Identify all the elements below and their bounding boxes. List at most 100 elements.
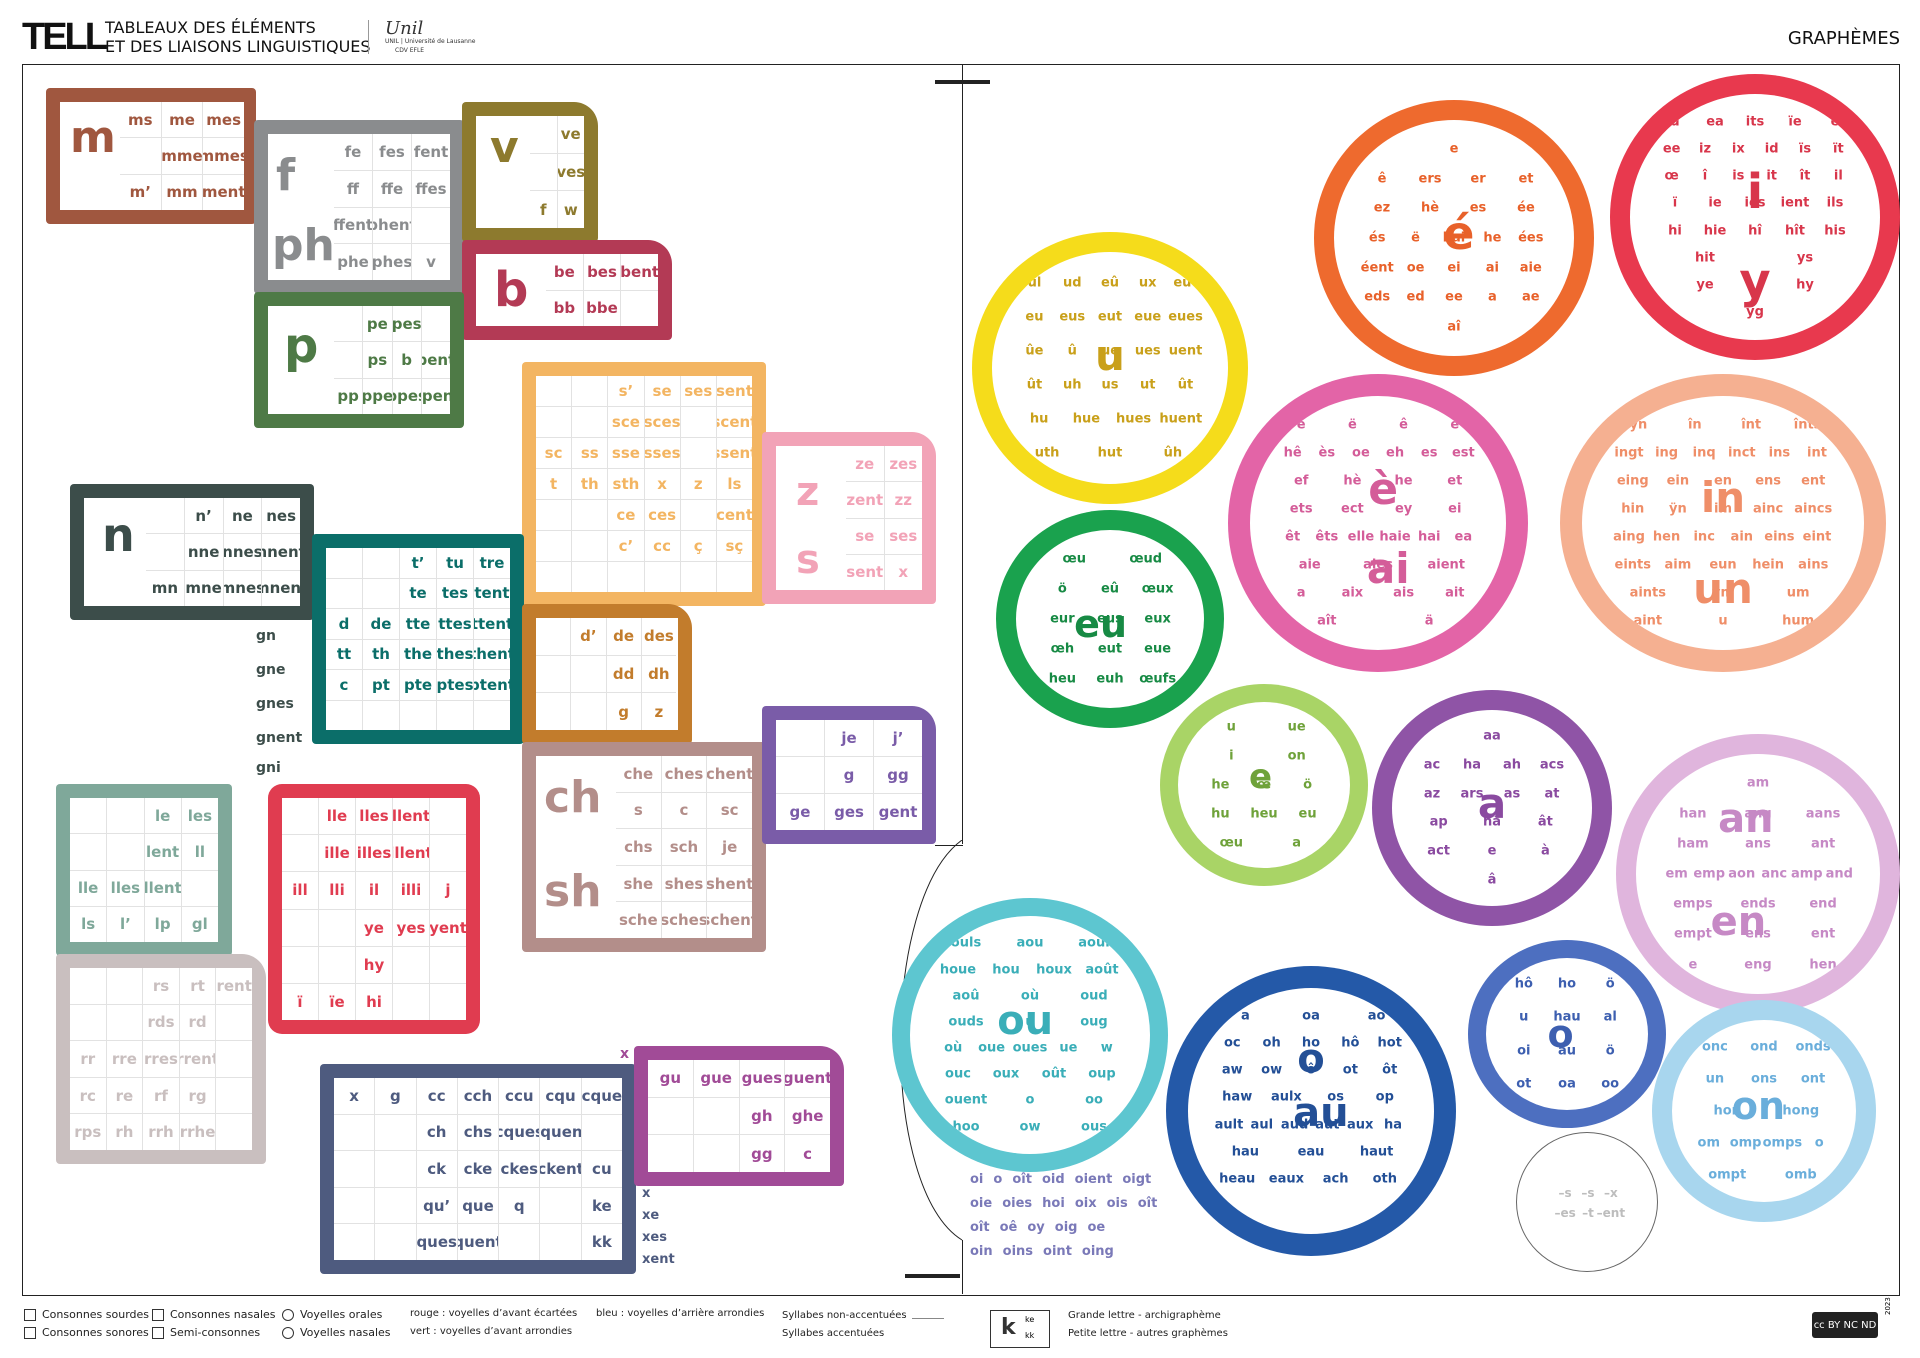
- list-item: gni: [256, 760, 281, 776]
- grapheme-cell: hong: [1782, 1103, 1820, 1119]
- square-icon: [24, 1309, 36, 1321]
- grapheme-cell: ha: [1462, 757, 1482, 773]
- gn-list: gn gne gnes gnent gni: [256, 628, 302, 776]
- grapheme-cell: rt: [179, 968, 216, 1004]
- grapheme-cell: [393, 983, 429, 1020]
- grapheme-cell: eux: [1144, 611, 1171, 627]
- grapheme-cell: ix: [1731, 141, 1745, 157]
- grapheme-cell: ens: [1755, 473, 1782, 489]
- grapheme-cell: ai: [1485, 260, 1500, 276]
- grapheme-grid: xgcccchccucqucquechchscquescquentckckeck…: [334, 1078, 622, 1260]
- card-inner: b be bes bent bb bbe: [476, 254, 658, 326]
- grapheme-cell: ous: [1081, 1119, 1107, 1135]
- archigrapheme: ph: [272, 220, 335, 271]
- list-item: oît: [1012, 1172, 1032, 1187]
- grapheme-cell: aincs: [1794, 501, 1833, 517]
- legend-label: Consonnes nasales: [170, 1308, 276, 1321]
- grapheme-cell: sce: [608, 407, 644, 437]
- grapheme-cell: ons: [1751, 1071, 1777, 1087]
- grapheme-cell: de: [363, 609, 399, 639]
- grapheme-cell: cquent: [540, 1114, 581, 1151]
- list-item: o: [993, 1172, 1003, 1187]
- grapheme-cell: thes: [437, 639, 473, 669]
- circle-inner: o hô ho ö u hau al oi au ö ot oa oo: [1486, 958, 1648, 1110]
- grapheme-cell: cke: [457, 1151, 499, 1187]
- grapheme-cell: il: [1833, 168, 1843, 184]
- grapheme-cell: om: [1697, 1135, 1721, 1151]
- grapheme-cell: ha: [1383, 1117, 1403, 1133]
- card-g: ggugueguesguentghgheggc: [634, 1046, 844, 1186]
- grapheme-cell: é: [1296, 417, 1306, 433]
- legend-non-acc: Syllabes non-accentuées: [782, 1310, 907, 1321]
- grapheme-cell: hu: [1029, 411, 1049, 427]
- grapheme-cell: ï: [1672, 195, 1678, 211]
- grapheme-cell: han: [1679, 806, 1707, 822]
- grapheme-cell: ul: [1027, 275, 1042, 291]
- grapheme-cell: œufs: [1139, 671, 1177, 687]
- grapheme-cell: ym: [1711, 585, 1735, 601]
- grapheme-cell: mes: [203, 102, 244, 138]
- grapheme-cell: que: [457, 1187, 499, 1224]
- grapheme-cell: ps: [363, 342, 392, 378]
- grapheme-cell: hen: [1652, 529, 1681, 545]
- grapheme-cell: haie: [1379, 529, 1411, 545]
- grapheme-cell: eins: [1764, 529, 1795, 545]
- grapheme-cell: sses: [644, 438, 680, 468]
- grapheme-cell: [430, 983, 466, 1020]
- list-item: xe: [642, 1208, 660, 1223]
- grapheme-cell: eut: [1097, 641, 1123, 657]
- card-p: ppepespsbpentppppeppesppent: [254, 292, 464, 428]
- grapheme-cell: nes: [262, 498, 300, 534]
- grapheme-cell: â: [1487, 872, 1497, 888]
- grapheme-cell: ue: [1059, 1040, 1078, 1056]
- grapheme-grid: ze zes zent zz se ses sent x: [846, 446, 922, 590]
- grapheme-cell: he: [1483, 230, 1502, 246]
- grapheme-cell: e: [1487, 843, 1497, 859]
- circle-in: in un yn în înt înts ingt ing inq inct ins int eing e…: [1560, 374, 1886, 672]
- grapheme-cell: j’: [874, 720, 922, 756]
- grapheme-cell: în: [1687, 417, 1702, 433]
- grapheme-cell: aoul: [1078, 935, 1110, 951]
- grapheme-cell: aut: [1315, 1117, 1340, 1133]
- grapheme-cell: hî: [1748, 223, 1762, 239]
- list-item: oix: [1074, 1196, 1097, 1211]
- grapheme-cell: és: [1368, 230, 1386, 246]
- grapheme-cell: e: [1688, 957, 1698, 972]
- grapheme-cell: [648, 1097, 693, 1135]
- grapheme-cell: rres: [143, 1041, 179, 1077]
- grapheme-cell: ille: [319, 835, 355, 872]
- grapheme-cell: aing: [1613, 529, 1645, 545]
- grapheme-cell: w: [557, 191, 584, 228]
- circle-icon: [282, 1309, 294, 1321]
- grapheme-cell: hê: [1283, 445, 1302, 461]
- grapheme-cell: [540, 1187, 581, 1224]
- grapheme-cell: ès: [1318, 445, 1336, 461]
- grapheme-cell: rrh: [143, 1114, 179, 1150]
- grapheme-cell: ve: [557, 116, 584, 153]
- legend-label: Semi-consonnes: [170, 1326, 261, 1339]
- grapheme-cell: illi: [393, 872, 429, 909]
- grapheme-cell: ces: [644, 500, 680, 530]
- archigrapheme: un: [1693, 564, 1753, 614]
- grapheme-cell: u: [1718, 613, 1728, 629]
- grapheme-cell: bb: [546, 290, 583, 326]
- grapheme-cell: [282, 798, 318, 835]
- grapheme-cell: lle: [70, 870, 107, 906]
- grapheme-cell: [375, 1151, 416, 1187]
- grapheme-cell: oo: [1085, 1092, 1103, 1108]
- archigrapheme: y: [1739, 252, 1771, 309]
- circle-ou: ou ouls aou aoul houe hou houx août aoû où oud ouds…: [892, 898, 1168, 1172]
- grapheme-cell: ein: [1666, 473, 1690, 489]
- legend-v-nasales: Voyelles nasales: [282, 1326, 391, 1339]
- grapheme-cell: aie: [1298, 557, 1321, 573]
- card-inner: ch sh che ches chent s c sc chs sch je she shes shent…: [536, 756, 752, 938]
- grapheme-cell: elle: [1347, 529, 1375, 545]
- card-inner: v ve ves f w: [476, 116, 584, 228]
- grapheme-cell: chs: [616, 829, 661, 865]
- circle-inner: in un yn în înt înts ingt ing inq inct ins int eing e…: [1582, 396, 1864, 650]
- grapheme-cell: ea: [1454, 529, 1473, 545]
- grapheme-cell: ït: [1832, 141, 1844, 157]
